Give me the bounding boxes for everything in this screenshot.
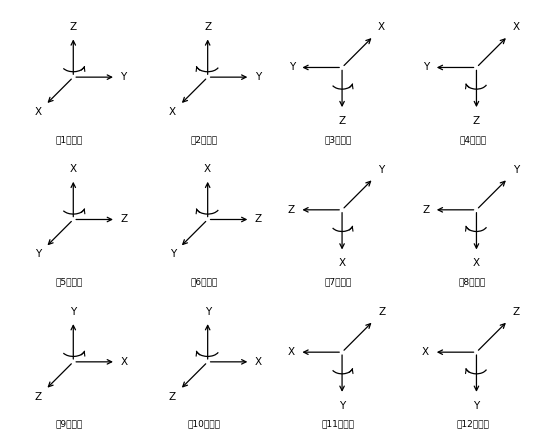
Text: Z: Z [120,214,127,225]
Text: X: X [339,258,346,268]
Text: Z: Z [378,307,385,317]
Text: X: X [422,347,429,357]
Text: Z: Z [204,22,211,32]
Text: Y: Y [255,72,261,82]
Text: Y: Y [170,249,176,259]
Text: Z: Z [473,116,480,126]
Text: 第5次旋转: 第5次旋转 [56,277,83,286]
Text: Z: Z [70,22,77,32]
Text: 第3次旋转: 第3次旋转 [325,135,352,144]
Text: Y: Y [35,249,42,259]
Text: 第12次旋转: 第12次旋转 [456,420,489,428]
Text: Y: Y [513,164,519,174]
Text: 第6次旋转: 第6次旋转 [190,277,217,286]
Text: Z: Z [288,205,295,215]
Text: X: X [204,164,211,174]
Text: X: X [70,164,77,174]
Text: 第4次旋转: 第4次旋转 [459,135,486,144]
Text: Z: Z [513,307,520,317]
Text: Y: Y [289,63,295,72]
Text: X: X [169,107,176,117]
Text: Y: Y [120,72,127,82]
Text: 第11次旋转: 第11次旋转 [322,420,354,428]
Text: Y: Y [423,63,429,72]
Text: Y: Y [339,400,345,411]
Text: X: X [288,347,295,357]
Text: Z: Z [339,116,346,126]
Text: X: X [513,22,520,32]
Text: Z: Z [169,392,176,402]
Text: Y: Y [70,307,76,317]
Text: 第8次旋转: 第8次旋转 [459,277,486,286]
Text: Z: Z [35,392,42,402]
Text: X: X [473,258,480,268]
Text: 第1次旋转: 第1次旋转 [56,135,83,144]
Text: 第2次旋转: 第2次旋转 [190,135,217,144]
Text: 第10次旋转: 第10次旋转 [188,420,220,428]
Text: Y: Y [473,400,480,411]
Text: X: X [120,357,127,367]
Text: Z: Z [422,205,429,215]
Text: Y: Y [204,307,211,317]
Text: 第9次旋转: 第9次旋转 [56,420,83,428]
Text: X: X [255,357,262,367]
Text: Y: Y [378,164,384,174]
Text: X: X [35,107,42,117]
Text: 第7次旋转: 第7次旋转 [325,277,352,286]
Text: X: X [378,22,385,32]
Text: Z: Z [255,214,262,225]
